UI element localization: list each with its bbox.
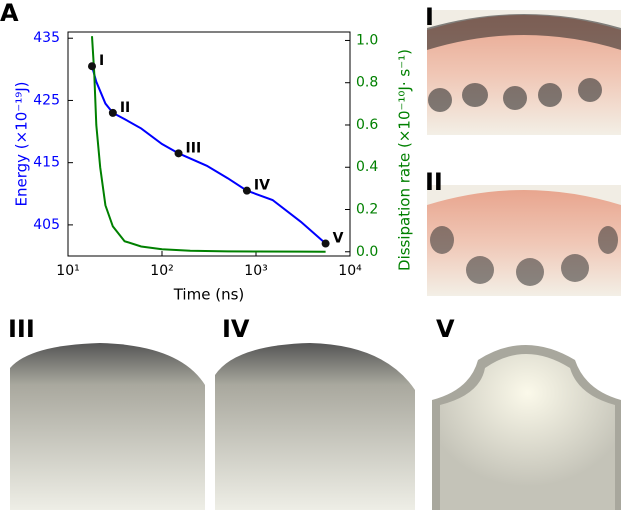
- panel-V-image: [432, 345, 621, 510]
- x-tick-label: 10²: [150, 263, 173, 279]
- marker: [108, 108, 117, 117]
- marker: [242, 186, 251, 195]
- marker-label: V: [333, 231, 344, 247]
- x-tick-label: 10⁴: [338, 263, 362, 279]
- marker: [174, 149, 183, 158]
- marker-label: III: [186, 140, 202, 156]
- panel-IV-image: [215, 343, 415, 510]
- y-tick-label: 425: [33, 92, 60, 108]
- marker: [321, 239, 330, 248]
- y2-tick-label: 0.4: [356, 159, 378, 175]
- x-axis-label: Time (ns): [173, 286, 245, 304]
- panel-II-image: [427, 185, 621, 296]
- panel-label: II: [425, 168, 443, 196]
- y2-axis-label: Dissipation rate (×10⁻¹⁰J· s⁻¹): [396, 49, 414, 271]
- marker-label: IV: [254, 178, 270, 194]
- data-line: [91, 65, 327, 245]
- y-axis-label: Energy (×10⁻¹⁹J): [13, 81, 31, 206]
- x-tick-label: 10¹: [56, 263, 79, 279]
- marker-label: I: [99, 53, 104, 69]
- y2-tick-label: 0.8: [356, 75, 378, 91]
- panel-label: IV: [222, 315, 250, 343]
- marker: [87, 62, 96, 71]
- x-tick-label: 10³: [244, 263, 267, 279]
- y-tick-label: 435: [33, 30, 60, 46]
- panel-label: V: [436, 315, 455, 343]
- panel-I-image: [427, 10, 621, 135]
- panel-label: I: [425, 3, 434, 31]
- y-tick-label: 405: [33, 217, 60, 233]
- y2-tick-label: 1.0: [356, 32, 378, 48]
- panel-label: III: [8, 315, 35, 343]
- data-line: [91, 36, 326, 253]
- panel-III-image: [10, 343, 205, 510]
- panel-label: A: [0, 0, 19, 27]
- marker-label: II: [120, 100, 130, 116]
- y-tick-label: 415: [33, 155, 60, 171]
- y2-tick-label: 0.2: [356, 202, 378, 218]
- y2-tick-label: 0.0: [356, 244, 378, 260]
- y2-tick-label: 0.6: [356, 117, 378, 133]
- plot-frame: [67, 31, 351, 257]
